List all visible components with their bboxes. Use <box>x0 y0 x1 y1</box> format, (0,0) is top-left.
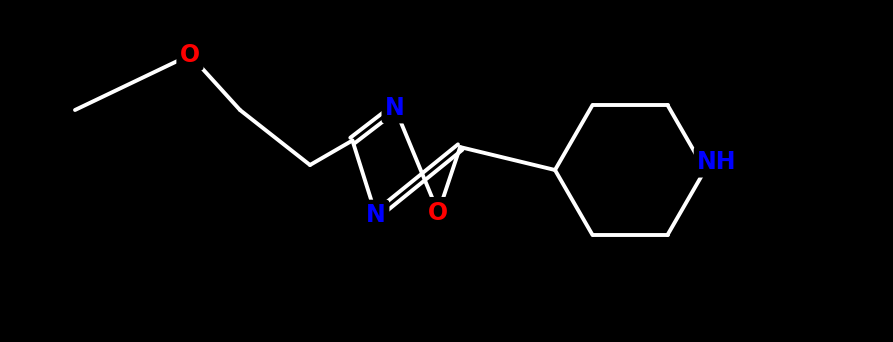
Text: N: N <box>366 203 386 227</box>
Text: O: O <box>429 200 448 224</box>
Text: NH: NH <box>697 150 737 174</box>
Text: N: N <box>385 96 405 120</box>
Text: O: O <box>179 43 200 67</box>
